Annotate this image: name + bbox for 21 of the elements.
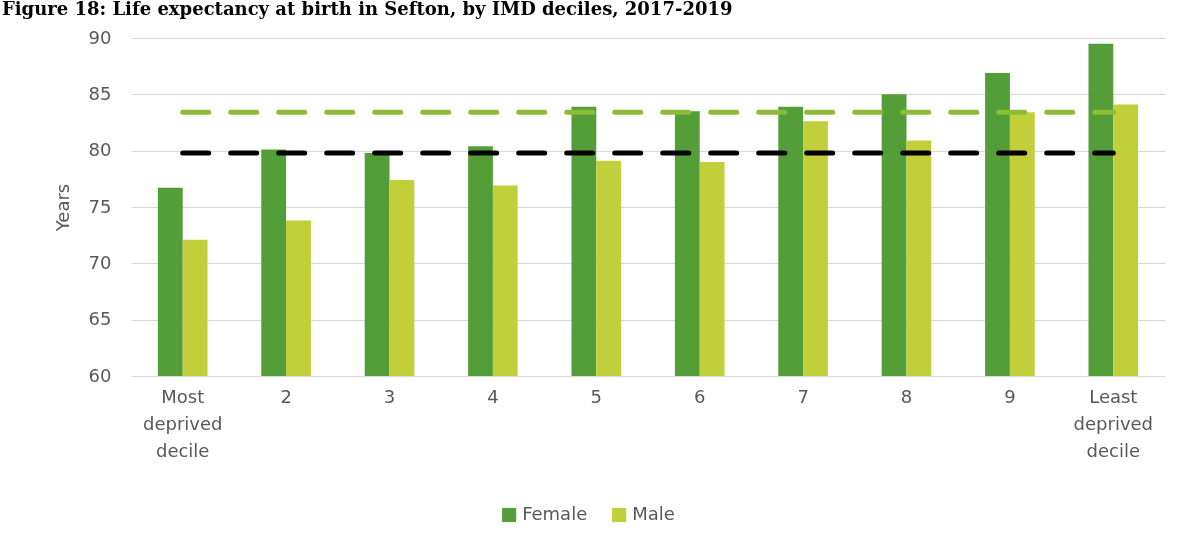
y-tick-label: 85: [88, 82, 112, 104]
x-tick-label: 5: [590, 385, 603, 407]
x-tick-label: 4: [487, 385, 499, 407]
y-tick-label: 80: [88, 139, 112, 161]
y-tick-label: 60: [88, 364, 112, 386]
y-axis-title: Years: [51, 183, 73, 233]
x-tick-label: 9: [1004, 385, 1016, 407]
y-tick-label: 90: [88, 26, 112, 48]
y-tick-label: 75: [88, 195, 112, 217]
legend-label: Female: [522, 503, 588, 524]
x-tick-label: 7: [797, 385, 809, 407]
x-tick-label: Least deprived decile: [1073, 385, 1154, 461]
chart-title: Figure 18: Life expectancy at birth in Sefton, by IMD deciles, 2017-2019: [2, 0, 733, 19]
x-tick-label: 3: [383, 385, 396, 407]
x-tick-label: 8: [900, 385, 913, 407]
y-tick-label: 65: [88, 308, 112, 330]
legend-label: Male: [632, 503, 675, 524]
x-tick-label: 6: [693, 385, 706, 407]
x-tick-label: 2: [280, 385, 292, 407]
x-tick-label: Most deprived decile: [142, 385, 223, 461]
y-tick-label: 70: [88, 251, 112, 273]
